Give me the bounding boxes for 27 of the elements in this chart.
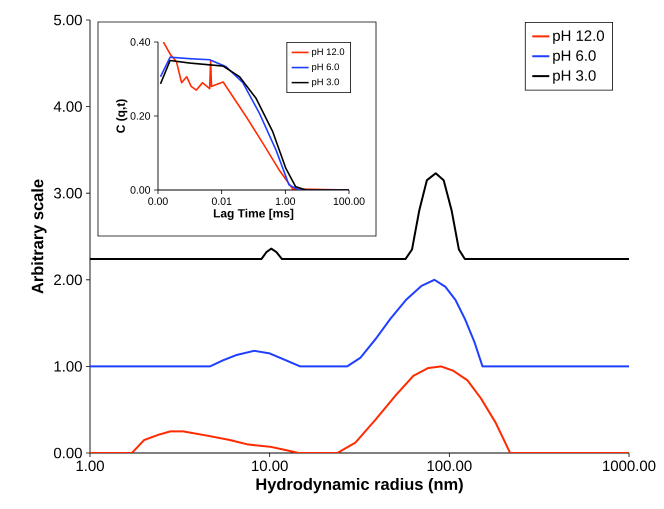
x-tick-label: 1.00 [276, 198, 296, 205]
x-tick-label: 100.00 [334, 198, 365, 205]
y-tick-label: 4.00 [54, 101, 82, 112]
legend-label: pH 6.0 [312, 63, 339, 72]
y-tick-label: 1.00 [54, 361, 82, 372]
y-tick-label: 0.20 [130, 112, 150, 120]
y-tick-label: 3.00 [54, 188, 82, 198]
y-tick-label: 0.00 [130, 186, 150, 194]
legend-label: pH 12.0 [553, 30, 604, 44]
x-axis-title: Lag Time [ms] [214, 208, 294, 220]
y-tick-label: 0.00 [54, 448, 82, 458]
x-tick-label: 10.00 [252, 460, 288, 472]
legend-label: pH 6.0 [553, 50, 596, 64]
legend-label: pH 12.0 [312, 48, 344, 57]
x-axis-title: Hydrodynamic radius (nm) [256, 478, 463, 494]
x-tick-label: 1000.00 [603, 460, 656, 472]
x-tick-label: 100.00 [428, 460, 472, 472]
y-axis-title: Arbitrary scale [31, 180, 47, 294]
y-tick-label: 5.00 [54, 14, 82, 26]
legend-label: pH 3.0 [312, 78, 339, 88]
x-tick-label: 0.00 [148, 198, 168, 205]
x-tick-label: 1.00 [76, 460, 104, 472]
x-tick-label: 0.01 [212, 198, 232, 205]
y-tick-label: 0.40 [130, 38, 150, 46]
legend-label: pH 3.0 [553, 70, 596, 84]
y-axis-title: C (q,t) [116, 99, 128, 133]
y-tick-label: 2.00 [54, 274, 82, 286]
